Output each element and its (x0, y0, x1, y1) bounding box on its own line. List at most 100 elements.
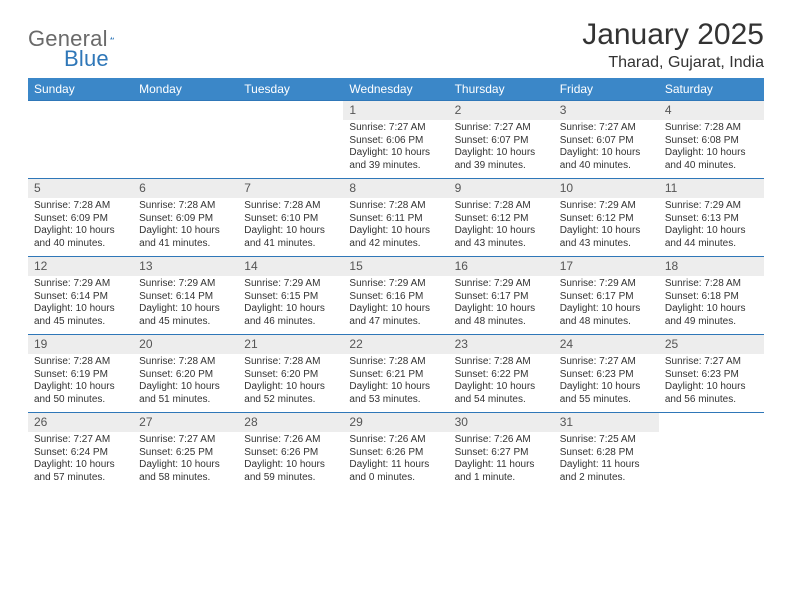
daylight-text: Daylight: 10 hours and 42 minutes. (349, 225, 442, 250)
day-body: Sunrise: 7:27 AMSunset: 6:23 PMDaylight:… (554, 354, 659, 412)
day-number: 26 (28, 413, 133, 432)
day-number (659, 413, 764, 432)
day-body: Sunrise: 7:28 AMSunset: 6:09 PMDaylight:… (133, 198, 238, 256)
sunset-text: Sunset: 6:19 PM (34, 369, 127, 382)
sunrise-text: Sunrise: 7:27 AM (34, 434, 127, 447)
sunrise-text: Sunrise: 7:29 AM (244, 278, 337, 291)
day-number: 17 (554, 257, 659, 276)
day-cell: 3Sunrise: 7:27 AMSunset: 6:07 PMDaylight… (554, 101, 659, 178)
day-number: 13 (133, 257, 238, 276)
daylight-text: Daylight: 10 hours and 58 minutes. (139, 459, 232, 484)
sunset-text: Sunset: 6:12 PM (560, 213, 653, 226)
weekday-header: Sunday (28, 78, 133, 100)
day-cell: 12Sunrise: 7:29 AMSunset: 6:14 PMDayligh… (28, 257, 133, 334)
sunset-text: Sunset: 6:26 PM (244, 447, 337, 460)
sunrise-text: Sunrise: 7:27 AM (560, 122, 653, 135)
daylight-text: Daylight: 10 hours and 44 minutes. (665, 225, 758, 250)
day-cell: 15Sunrise: 7:29 AMSunset: 6:16 PMDayligh… (343, 257, 448, 334)
day-number: 30 (449, 413, 554, 432)
sunrise-text: Sunrise: 7:28 AM (34, 200, 127, 213)
day-number: 10 (554, 179, 659, 198)
day-number: 29 (343, 413, 448, 432)
day-cell: 8Sunrise: 7:28 AMSunset: 6:11 PMDaylight… (343, 179, 448, 256)
day-number: 7 (238, 179, 343, 198)
day-cell: 28Sunrise: 7:26 AMSunset: 6:26 PMDayligh… (238, 413, 343, 490)
day-number: 19 (28, 335, 133, 354)
day-body: Sunrise: 7:25 AMSunset: 6:28 PMDaylight:… (554, 432, 659, 490)
sunrise-text: Sunrise: 7:28 AM (244, 200, 337, 213)
daylight-text: Daylight: 10 hours and 43 minutes. (455, 225, 548, 250)
day-cell (659, 413, 764, 490)
day-body: Sunrise: 7:26 AMSunset: 6:26 PMDaylight:… (343, 432, 448, 490)
daylight-text: Daylight: 10 hours and 50 minutes. (34, 381, 127, 406)
sunset-text: Sunset: 6:08 PM (665, 135, 758, 148)
day-number: 22 (343, 335, 448, 354)
day-cell: 16Sunrise: 7:29 AMSunset: 6:17 PMDayligh… (449, 257, 554, 334)
sunrise-text: Sunrise: 7:28 AM (139, 200, 232, 213)
day-cell: 19Sunrise: 7:28 AMSunset: 6:19 PMDayligh… (28, 335, 133, 412)
sunrise-text: Sunrise: 7:29 AM (139, 278, 232, 291)
day-number: 1 (343, 101, 448, 120)
day-cell (28, 101, 133, 178)
day-body: Sunrise: 7:26 AMSunset: 6:26 PMDaylight:… (238, 432, 343, 490)
day-cell: 10Sunrise: 7:29 AMSunset: 6:12 PMDayligh… (554, 179, 659, 256)
weekday-header: Tuesday (238, 78, 343, 100)
sunrise-text: Sunrise: 7:28 AM (665, 122, 758, 135)
daylight-text: Daylight: 10 hours and 54 minutes. (455, 381, 548, 406)
day-cell: 31Sunrise: 7:25 AMSunset: 6:28 PMDayligh… (554, 413, 659, 490)
day-number: 6 (133, 179, 238, 198)
day-body: Sunrise: 7:29 AMSunset: 6:14 PMDaylight:… (28, 276, 133, 334)
sunrise-text: Sunrise: 7:29 AM (665, 200, 758, 213)
daylight-text: Daylight: 10 hours and 53 minutes. (349, 381, 442, 406)
sunrise-text: Sunrise: 7:29 AM (455, 278, 548, 291)
sunset-text: Sunset: 6:21 PM (349, 369, 442, 382)
day-cell (238, 101, 343, 178)
sunset-text: Sunset: 6:23 PM (560, 369, 653, 382)
daylight-text: Daylight: 10 hours and 48 minutes. (455, 303, 548, 328)
day-number: 8 (343, 179, 448, 198)
day-body: Sunrise: 7:27 AMSunset: 6:07 PMDaylight:… (554, 120, 659, 178)
daylight-text: Daylight: 10 hours and 39 minutes. (455, 147, 548, 172)
sunset-text: Sunset: 6:28 PM (560, 447, 653, 460)
day-cell: 25Sunrise: 7:27 AMSunset: 6:23 PMDayligh… (659, 335, 764, 412)
daylight-text: Daylight: 10 hours and 41 minutes. (244, 225, 337, 250)
day-number: 11 (659, 179, 764, 198)
day-number: 2 (449, 101, 554, 120)
day-body: Sunrise: 7:29 AMSunset: 6:12 PMDaylight:… (554, 198, 659, 256)
day-cell: 5Sunrise: 7:28 AMSunset: 6:09 PMDaylight… (28, 179, 133, 256)
daylight-text: Daylight: 10 hours and 40 minutes. (560, 147, 653, 172)
location: Tharad, Gujarat, India (582, 54, 764, 72)
day-body: Sunrise: 7:29 AMSunset: 6:15 PMDaylight:… (238, 276, 343, 334)
day-number (133, 101, 238, 120)
daylight-text: Daylight: 10 hours and 45 minutes. (139, 303, 232, 328)
day-number: 16 (449, 257, 554, 276)
sunset-text: Sunset: 6:20 PM (139, 369, 232, 382)
sunrise-text: Sunrise: 7:27 AM (455, 122, 548, 135)
day-number: 18 (659, 257, 764, 276)
day-body: Sunrise: 7:29 AMSunset: 6:14 PMDaylight:… (133, 276, 238, 334)
sunset-text: Sunset: 6:10 PM (244, 213, 337, 226)
sunrise-text: Sunrise: 7:25 AM (560, 434, 653, 447)
daylight-text: Daylight: 11 hours and 0 minutes. (349, 459, 442, 484)
week-row: 19Sunrise: 7:28 AMSunset: 6:19 PMDayligh… (28, 334, 764, 412)
sunset-text: Sunset: 6:09 PM (139, 213, 232, 226)
weekday-header: Saturday (659, 78, 764, 100)
calendar: Sunday Monday Tuesday Wednesday Thursday… (28, 78, 764, 490)
day-body: Sunrise: 7:27 AMSunset: 6:06 PMDaylight:… (343, 120, 448, 178)
day-body: Sunrise: 7:28 AMSunset: 6:20 PMDaylight:… (238, 354, 343, 412)
month-title: January 2025 (582, 18, 764, 52)
sunrise-text: Sunrise: 7:26 AM (349, 434, 442, 447)
day-body: Sunrise: 7:28 AMSunset: 6:18 PMDaylight:… (659, 276, 764, 334)
sunset-text: Sunset: 6:25 PM (139, 447, 232, 460)
sunrise-text: Sunrise: 7:28 AM (139, 356, 232, 369)
day-number: 31 (554, 413, 659, 432)
sunset-text: Sunset: 6:12 PM (455, 213, 548, 226)
daylight-text: Daylight: 10 hours and 55 minutes. (560, 381, 653, 406)
day-body: Sunrise: 7:26 AMSunset: 6:27 PMDaylight:… (449, 432, 554, 490)
daylight-text: Daylight: 10 hours and 48 minutes. (560, 303, 653, 328)
day-body: Sunrise: 7:28 AMSunset: 6:09 PMDaylight:… (28, 198, 133, 256)
sunset-text: Sunset: 6:14 PM (139, 291, 232, 304)
daylight-text: Daylight: 10 hours and 39 minutes. (349, 147, 442, 172)
sunset-text: Sunset: 6:07 PM (455, 135, 548, 148)
sunset-text: Sunset: 6:26 PM (349, 447, 442, 460)
